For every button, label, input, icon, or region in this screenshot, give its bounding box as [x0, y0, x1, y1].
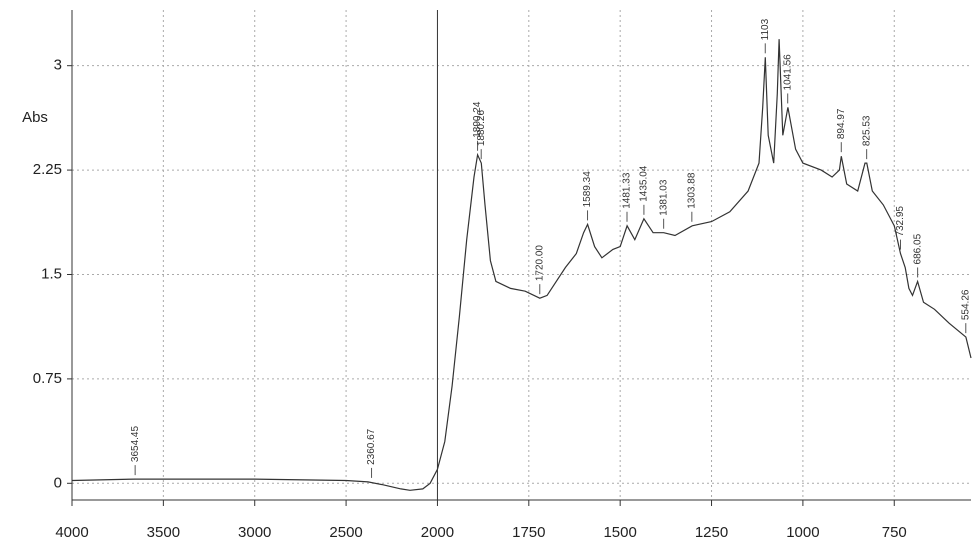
peak-label: 1103	[760, 18, 771, 40]
peak-label: 1381.03	[658, 179, 669, 216]
peak-label: 1589.34	[582, 171, 593, 208]
x-tick-label: 1000	[786, 524, 819, 541]
peak-label: 554.26	[960, 289, 971, 320]
peak-label: 1720.00	[534, 245, 545, 282]
peak-label: 1890.24	[472, 101, 483, 138]
y-tick-label: 3	[54, 57, 62, 74]
x-tick-label: 750	[882, 524, 907, 541]
peak-label: 1435.04	[639, 165, 650, 202]
y-axis-label: Abs	[22, 109, 48, 126]
y-tick-label: 1.5	[41, 265, 62, 282]
peak-label: 3654.45	[130, 426, 141, 463]
x-tick-label: 1500	[603, 524, 636, 541]
peak-label: 1481.33	[622, 172, 633, 209]
x-tick-label: 1250	[695, 524, 728, 541]
y-tick-label: 0.75	[33, 370, 62, 387]
x-tick-label: 2000	[421, 524, 454, 541]
x-tick-label: 1750	[512, 524, 545, 541]
peak-label: 732.95	[895, 206, 906, 237]
peak-label: 825.53	[861, 115, 872, 146]
peak-label: 894.97	[836, 108, 847, 139]
x-tick-label: 4000	[55, 524, 88, 541]
peak-label: 2360.67	[366, 428, 377, 465]
y-tick-label: 0	[54, 474, 62, 491]
spectrum-line	[71, 39, 972, 491]
x-tick-label: 2500	[329, 524, 362, 541]
peak-label: 1303.88	[686, 172, 697, 209]
peak-label: 1880.26	[476, 110, 487, 147]
x-tick-label: 3000	[238, 524, 271, 541]
peak-label: 686.05	[912, 233, 923, 264]
x-tick-label: 3500	[147, 524, 180, 541]
y-tick-label: 2.25	[33, 161, 62, 178]
peak-label: 1041.56	[782, 54, 793, 91]
